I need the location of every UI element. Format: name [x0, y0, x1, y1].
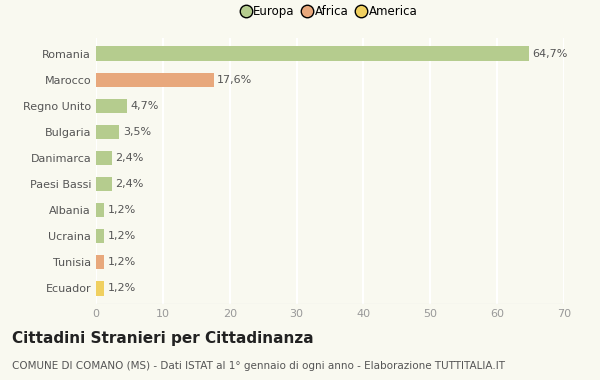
Bar [96, 255, 104, 269]
Text: 2,4%: 2,4% [115, 179, 144, 189]
Bar [96, 151, 112, 165]
Bar [96, 99, 127, 113]
Text: 17,6%: 17,6% [217, 75, 252, 85]
Text: 64,7%: 64,7% [532, 49, 567, 59]
Bar [96, 203, 104, 217]
Legend: Europa, Africa, America: Europa, Africa, America [239, 2, 421, 21]
Text: 1,2%: 1,2% [107, 231, 136, 241]
Text: 1,2%: 1,2% [107, 283, 136, 293]
Bar [96, 229, 104, 243]
Bar [96, 73, 214, 87]
Text: 1,2%: 1,2% [107, 205, 136, 215]
Bar [96, 177, 112, 191]
Text: 1,2%: 1,2% [107, 257, 136, 267]
Text: Cittadini Stranieri per Cittadinanza: Cittadini Stranieri per Cittadinanza [12, 331, 314, 345]
Text: 2,4%: 2,4% [115, 153, 144, 163]
Text: COMUNE DI COMANO (MS) - Dati ISTAT al 1° gennaio di ogni anno - Elaborazione TUT: COMUNE DI COMANO (MS) - Dati ISTAT al 1°… [12, 361, 505, 371]
Bar [96, 46, 529, 61]
Bar [96, 125, 119, 139]
Text: 3,5%: 3,5% [123, 127, 151, 137]
Bar [96, 281, 104, 296]
Text: 4,7%: 4,7% [131, 101, 159, 111]
